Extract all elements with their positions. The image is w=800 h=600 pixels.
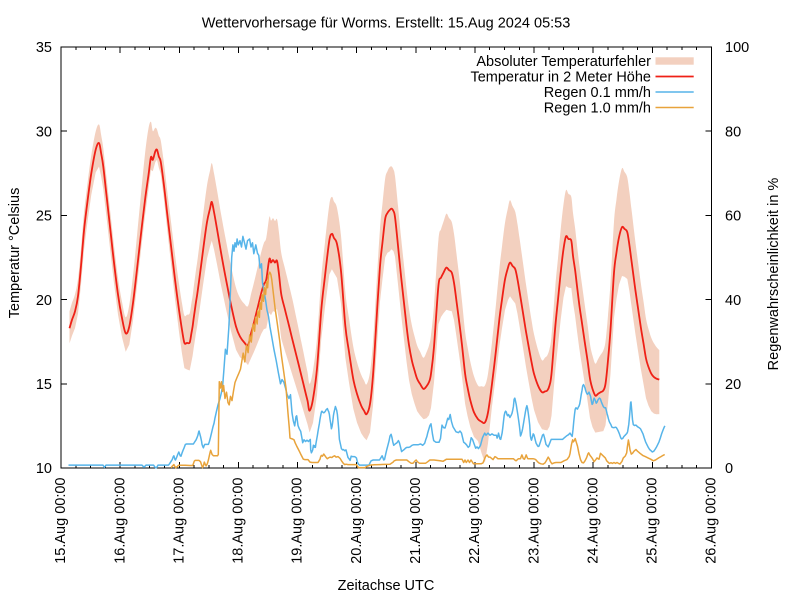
svg-text:23.Aug 00:00: 23.Aug 00:00 [526, 478, 542, 564]
svg-text:15: 15 [36, 377, 52, 393]
svg-text:24.Aug 00:00: 24.Aug 00:00 [585, 478, 601, 564]
svg-text:Zeitachse UTC: Zeitachse UTC [338, 578, 435, 594]
svg-text:Regenwahrscheinlichkeit in %: Regenwahrscheinlichkeit in % [766, 178, 782, 371]
svg-text:Wettervorhersage für Worms. Er: Wettervorhersage für Worms. Erstellt: 15… [202, 16, 571, 32]
svg-text:Absoluter Temperaturfehler: Absoluter Temperaturfehler [476, 54, 651, 70]
svg-text:35: 35 [36, 40, 52, 56]
svg-text:Temperatur °Celsius: Temperatur °Celsius [7, 188, 23, 319]
svg-text:Temperatur in 2 Meter Höhe: Temperatur in 2 Meter Höhe [470, 70, 651, 86]
svg-text:16.Aug 00:00: 16.Aug 00:00 [112, 478, 128, 564]
svg-text:10: 10 [36, 461, 52, 477]
svg-text:25: 25 [36, 209, 52, 225]
svg-text:Regen 1.0 mm/h: Regen 1.0 mm/h [544, 101, 651, 117]
svg-text:20: 20 [725, 377, 741, 393]
svg-text:25.Aug 00:00: 25.Aug 00:00 [645, 478, 661, 564]
svg-text:100: 100 [725, 40, 749, 56]
svg-text:26.Aug 00:00: 26.Aug 00:00 [704, 478, 720, 564]
svg-text:80: 80 [725, 124, 741, 140]
svg-text:17.Aug 00:00: 17.Aug 00:00 [172, 478, 188, 564]
svg-text:30: 30 [36, 124, 52, 140]
svg-text:19.Aug 00:00: 19.Aug 00:00 [290, 478, 306, 564]
svg-text:21.Aug 00:00: 21.Aug 00:00 [408, 478, 424, 564]
svg-text:15.Aug 00:00: 15.Aug 00:00 [53, 478, 69, 564]
svg-text:20: 20 [36, 293, 52, 309]
svg-text:40: 40 [725, 293, 741, 309]
svg-text:0: 0 [725, 461, 733, 477]
svg-text:22.Aug 00:00: 22.Aug 00:00 [467, 478, 483, 564]
svg-text:20.Aug 00:00: 20.Aug 00:00 [349, 478, 365, 564]
svg-text:60: 60 [725, 209, 741, 225]
svg-text:Regen 0.1 mm/h: Regen 0.1 mm/h [544, 85, 651, 101]
svg-text:18.Aug 00:00: 18.Aug 00:00 [231, 478, 247, 564]
